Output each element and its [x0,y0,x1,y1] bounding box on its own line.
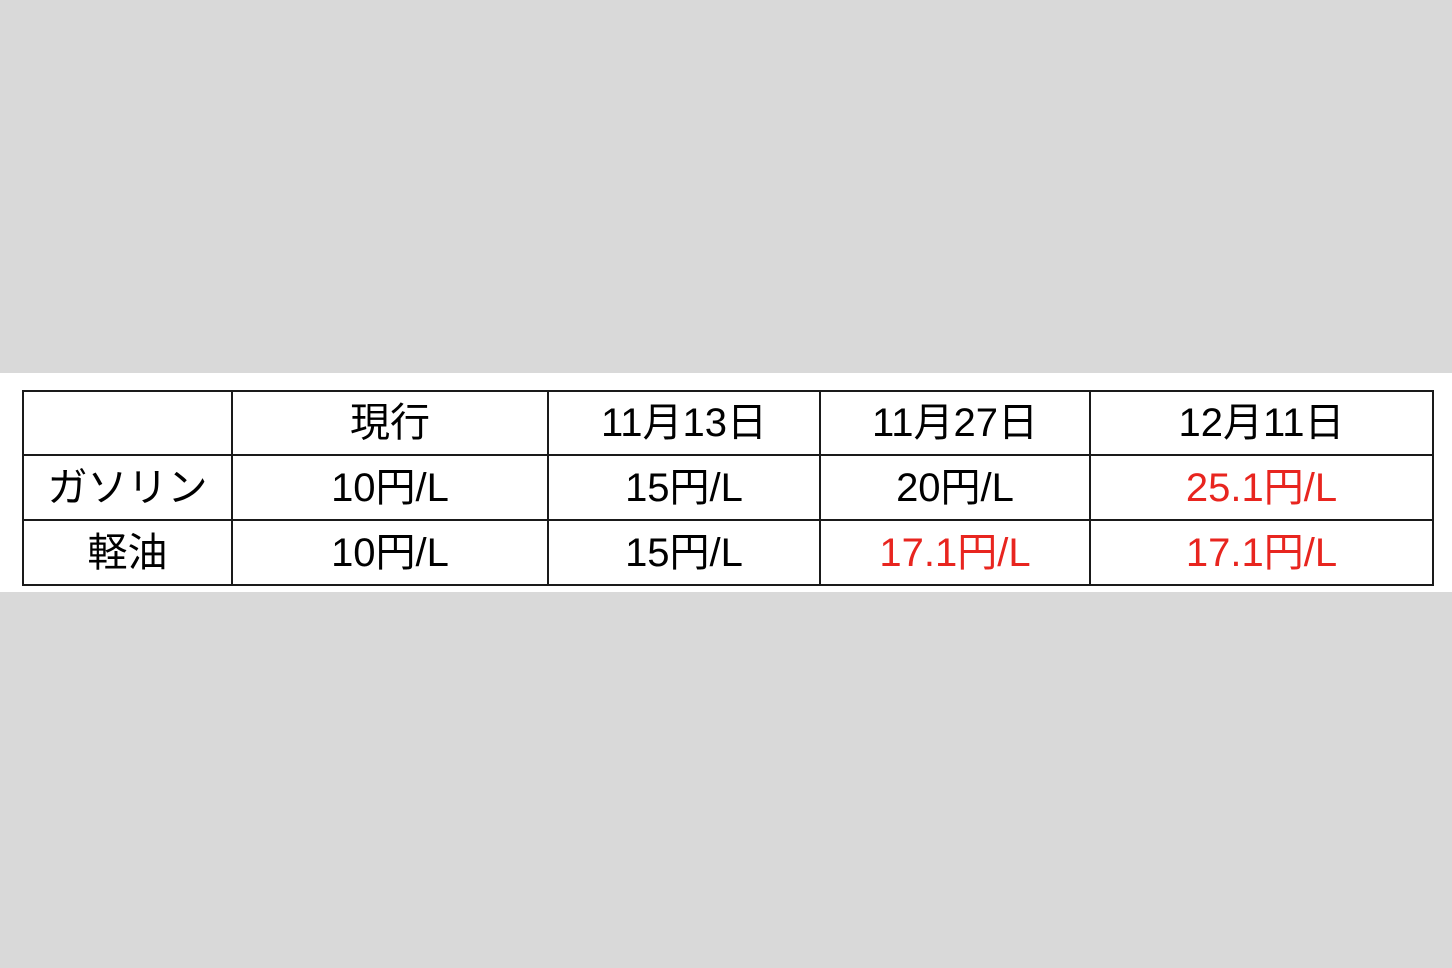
table-row-diesel: 軽油 10円/L 15円/L 17.1円/L 17.1円/L [22,519,1434,586]
table-container: 現行 11月13日 11月27日 12月11日 ガソリン 10円/L 15円/L… [22,390,1434,586]
cell-diesel-nov-27: 17.1円/L [819,519,1091,586]
header-cell-current: 現行 [231,390,549,456]
fuel-subsidy-unit-price-table: 現行 11月13日 11月27日 12月11日 ガソリン 10円/L 15円/L… [22,390,1434,586]
cell-diesel-current: 10円/L [231,519,549,586]
row-label-diesel: 軽油 [22,519,233,586]
header-cell-corner [22,390,233,456]
header-cell-nov-13: 11月13日 [547,390,821,456]
row-label-gasoline: ガソリン [22,454,233,521]
cell-diesel-dec-11: 17.1円/L [1089,519,1434,586]
cell-gasoline-nov-13: 15円/L [547,454,821,521]
header-cell-dec-11: 12月11日 [1089,390,1434,456]
cell-gasoline-nov-27: 20円/L [819,454,1091,521]
table-row-gasoline: ガソリン 10円/L 15円/L 20円/L 25.1円/L [22,454,1434,521]
cell-gasoline-dec-11: 25.1円/L [1089,454,1434,521]
table-header-row: 現行 11月13日 11月27日 12月11日 [22,390,1434,456]
cell-gasoline-current: 10円/L [231,454,549,521]
header-cell-nov-27: 11月27日 [819,390,1091,456]
cell-diesel-nov-13: 15円/L [547,519,821,586]
